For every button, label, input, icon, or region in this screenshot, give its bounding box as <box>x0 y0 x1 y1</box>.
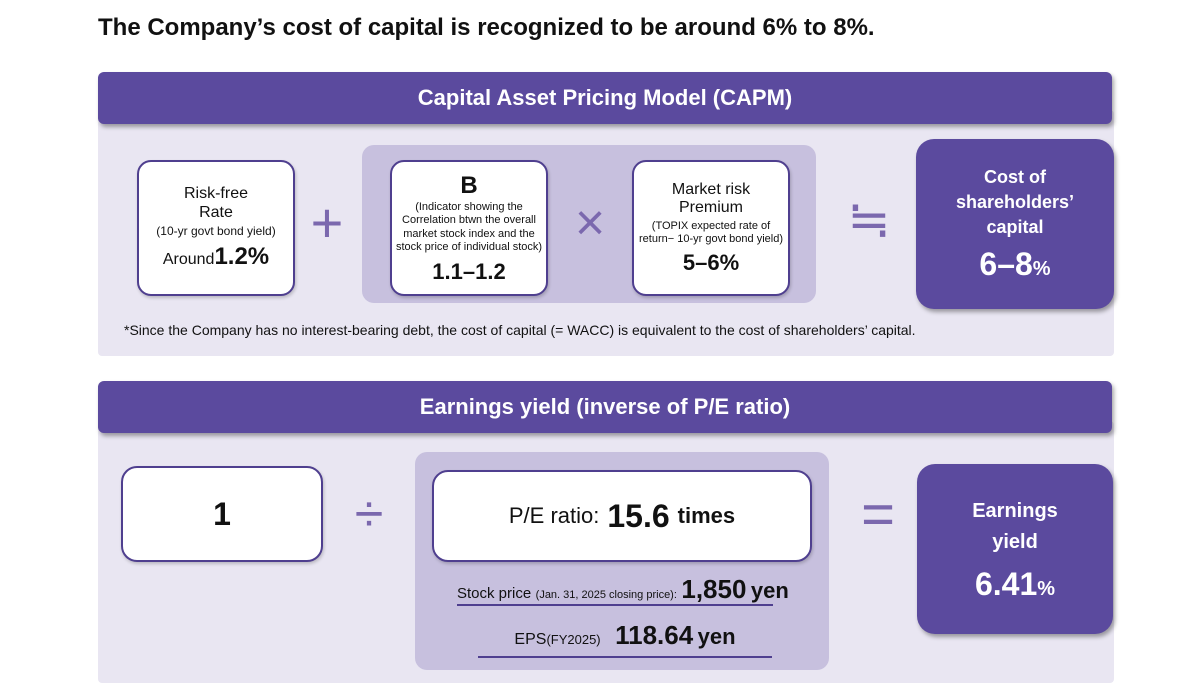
risk-free-value-row: Around1.2% <box>163 243 269 271</box>
stock-price-value: 1,850 <box>681 574 747 604</box>
result-value: 6–8 <box>979 246 1033 283</box>
page-title: The Company’s cost of capital is recogni… <box>98 14 875 41</box>
risk-free-rate-box: Risk-free Rate (10-yr govt bond yield) A… <box>137 160 295 296</box>
risk-free-line1: Risk-free <box>183 185 248 203</box>
market-risk-sub: (TOPIX expected rate of return− 10-yr go… <box>639 219 783 245</box>
cost-of-capital-result: Cost of shareholders’ capital 6–8% <box>916 139 1114 309</box>
market-risk-line1: Market risk <box>671 180 751 198</box>
divide-operator: ÷ <box>354 485 384 543</box>
earnings-result-value: 6.41 <box>974 565 1038 602</box>
pe-label: P/E ratio: <box>508 503 600 529</box>
market-risk-premium-box: Market risk Premium (TOPIX expected rate… <box>632 160 790 296</box>
earnings-result-line1: Earnings <box>972 499 1058 522</box>
market-risk-value: 5–6% <box>682 249 740 275</box>
plus-operator: + <box>310 190 344 254</box>
beta-description: (Indicator showing the Correlation btwn … <box>395 201 543 253</box>
pe-ratio-box: P/E ratio: 15.6 times <box>432 470 812 562</box>
result-unit: % <box>1032 258 1051 281</box>
beta-box: B (Indicator showing the Correlation btw… <box>390 160 548 296</box>
pe-unit: times <box>677 503 736 529</box>
eps-unit: yen <box>697 624 736 649</box>
times-operator: × <box>574 194 606 252</box>
earnings-yield-result: Earnings yield 6.41% <box>917 464 1113 634</box>
numerator-box: 1 <box>121 466 323 562</box>
beta-symbol: B <box>460 171 478 199</box>
result-value-row: 6–8% <box>979 246 1050 283</box>
risk-free-value-prefix: Around <box>162 250 215 268</box>
capm-footnote: *Since the Company has no interest-beari… <box>124 322 916 338</box>
risk-free-sub: (10-yr govt bond yield) <box>156 224 276 239</box>
eps-label: EPS <box>514 631 547 648</box>
pe-value: 15.6 <box>607 497 670 534</box>
result-line2: shareholders’ <box>955 191 1075 212</box>
earnings-header: Earnings yield (inverse of P/E ratio) <box>98 381 1112 433</box>
risk-free-line2: Rate <box>199 203 233 221</box>
result-line1: Cost of <box>984 166 1046 187</box>
stock-price-unit: yen <box>750 578 789 603</box>
eps-note: (FY2025) <box>546 632 601 647</box>
eps-value: 118.64 <box>615 620 694 650</box>
capm-header: Capital Asset Pricing Model (CAPM) <box>98 72 1112 124</box>
earnings-header-label: Earnings yield (inverse of P/E ratio) <box>419 394 791 419</box>
numerator-value: 1 <box>213 495 231 532</box>
capm-header-label: Capital Asset Pricing Model (CAPM) <box>417 85 793 110</box>
stock-price-label: Stock price <box>457 585 532 602</box>
earnings-result-line2: yield <box>992 530 1038 553</box>
approx-equal-operator: ≒ <box>847 191 891 249</box>
eps-row: EPS(FY2025) 118.64 yen <box>478 620 772 658</box>
stock-price-note: (Jan. 31, 2025 closing price): <box>535 589 677 601</box>
market-risk-line2: Premium <box>678 199 743 217</box>
result-line3: capital <box>986 217 1044 238</box>
earnings-result-unit: % <box>1037 577 1056 600</box>
beta-value: 1.1–1.2 <box>432 259 506 285</box>
equals-operator: = <box>861 481 895 547</box>
risk-free-value: 1.2% <box>214 242 270 270</box>
earnings-result-value-row: 6.41% <box>975 566 1055 603</box>
stock-price-row: Stock price (Jan. 31, 2025 closing price… <box>457 574 789 606</box>
